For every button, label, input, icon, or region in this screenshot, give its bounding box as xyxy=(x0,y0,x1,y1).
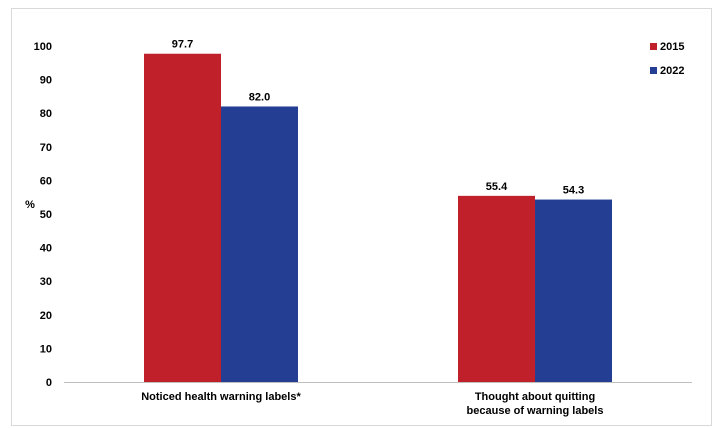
data-labels: 97.7 55.4 82.0 54.3 xyxy=(172,39,584,197)
category-labels: Noticed health warning labels* Thought ab… xyxy=(141,391,603,417)
chart-frame xyxy=(11,8,712,426)
y-axis-label: % xyxy=(25,199,35,211)
category-label: Noticed health warning labels* xyxy=(141,391,301,403)
data-label: 54.3 xyxy=(563,185,584,197)
y-tick-label: 60 xyxy=(40,175,52,187)
data-label: 82.0 xyxy=(249,91,270,103)
y-tick-label: 100 xyxy=(34,41,52,53)
data-label: 97.7 xyxy=(172,39,193,51)
y-tick-label: 50 xyxy=(40,209,52,221)
bar-2022 xyxy=(535,199,612,382)
y-tick-label: 0 xyxy=(46,377,52,389)
bar-2015 xyxy=(144,53,221,383)
data-label: 55.4 xyxy=(486,181,508,193)
y-tick-label: 30 xyxy=(40,276,52,288)
category-label: Thought about quitting xyxy=(475,391,595,403)
y-tick-label: 90 xyxy=(40,75,52,87)
legend-label-2022: 2022 xyxy=(660,65,684,77)
y-tick-label: 20 xyxy=(40,310,52,322)
y-tick-label: 70 xyxy=(40,142,52,154)
legend: 2015 2022 xyxy=(650,41,684,77)
legend-swatch-2015 xyxy=(650,43,657,50)
y-tick-label: 80 xyxy=(40,108,52,120)
bar-2015 xyxy=(458,195,535,382)
y-tick-label: 10 xyxy=(40,343,52,355)
bars xyxy=(144,53,612,383)
bar-2022 xyxy=(221,106,298,382)
legend-label-2015: 2015 xyxy=(660,41,684,53)
y-tick-label: 40 xyxy=(40,243,52,255)
y-axis-ticks: 0 10 20 30 40 50 60 70 80 90 100 xyxy=(34,41,52,389)
legend-swatch-2022 xyxy=(650,67,657,74)
category-label: because of warning labels xyxy=(467,405,604,417)
